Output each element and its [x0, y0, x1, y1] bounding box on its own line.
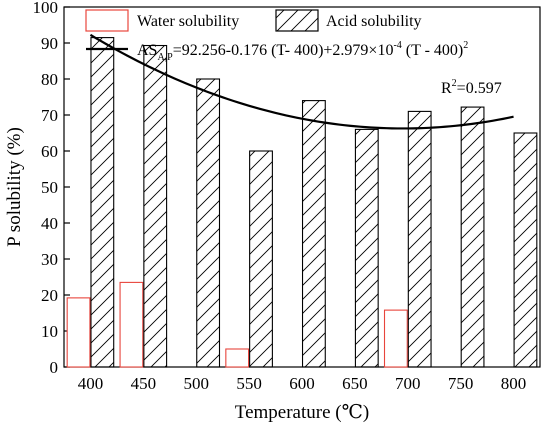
bar-acid-solubility	[90, 37, 115, 368]
y-tick-label: 100	[33, 0, 59, 17]
bar-acid-solubility	[301, 100, 326, 368]
bar-water-solubility	[225, 348, 250, 368]
bar-acid-solubility	[460, 106, 485, 368]
x-tick-label: 450	[131, 374, 157, 393]
equation-exp-2: 2	[463, 40, 468, 51]
r-squared-base: R	[441, 80, 452, 97]
y-tick-label: 30	[41, 250, 58, 269]
fit-curve	[89, 33, 514, 130]
y-axis: 0 10 20 30 40 50 60 70 80 90 100	[33, 0, 70, 377]
bar-water-solubility	[383, 309, 408, 368]
y-tick-label: 40	[41, 214, 58, 233]
equation-lhs: AS	[137, 42, 157, 59]
equation-rhs-1: =92.256-0.176 (T- 400)+2.979×10	[173, 42, 394, 59]
r-squared-sup: 2	[452, 78, 457, 89]
equation-lhs-sub: A,P	[157, 52, 173, 63]
bar-water-solubility	[66, 297, 91, 368]
y-tick-label: 20	[41, 286, 58, 305]
x-axis: 400 450 500 550 600 650 700 750 800	[78, 374, 527, 393]
bar-acid-solubility	[196, 78, 221, 368]
bar-acid-solubility	[354, 128, 379, 368]
r-squared: R2=0.597	[441, 78, 502, 97]
x-tick-label: 800	[501, 374, 527, 393]
fit-equation: ASA,P=92.256-0.176 (T- 400)+2.979×10-4 (…	[137, 40, 468, 63]
bars	[66, 37, 538, 368]
x-axis-title: Temperature (℃)	[235, 402, 369, 423]
legend-swatch-acid-solubility	[275, 9, 319, 32]
legend: Water solubility Acid solubility ASA,P=9…	[85, 9, 468, 63]
bar-water-solubility	[119, 281, 144, 368]
legend-swatch-water-solubility	[85, 9, 129, 32]
y-tick-label: 60	[41, 142, 58, 161]
x-tick-label: 750	[448, 374, 474, 393]
y-tick-label: 10	[41, 322, 58, 341]
y-tick-label: 70	[41, 106, 58, 125]
y-tick-label: 0	[50, 358, 59, 377]
x-tick-label: 600	[289, 374, 315, 393]
equation-rhs-2: (T - 400)	[402, 42, 463, 59]
y-tick-label: 80	[41, 70, 58, 89]
r-squared-value: =0.597	[457, 80, 502, 97]
bar-acid-solubility	[513, 132, 538, 368]
x-tick-label: 400	[78, 374, 104, 393]
legend-label-acid-solubility: Acid solubility	[326, 13, 422, 30]
x-tick-label: 700	[395, 374, 421, 393]
x-tick-label: 650	[342, 374, 368, 393]
x-tick-label: 550	[236, 374, 262, 393]
equation-exp-1: -4	[393, 40, 401, 51]
y-axis-title: P solubility (%)	[4, 127, 25, 247]
bar-acid-solubility	[143, 44, 168, 368]
y-tick-label: 90	[41, 34, 58, 53]
x-tick-label: 500	[183, 374, 209, 393]
legend-label-water-solubility: Water solubility	[137, 13, 239, 30]
bar-acid-solubility	[249, 150, 273, 368]
y-tick-label: 50	[41, 178, 58, 197]
bar-acid-solubility	[407, 110, 432, 368]
